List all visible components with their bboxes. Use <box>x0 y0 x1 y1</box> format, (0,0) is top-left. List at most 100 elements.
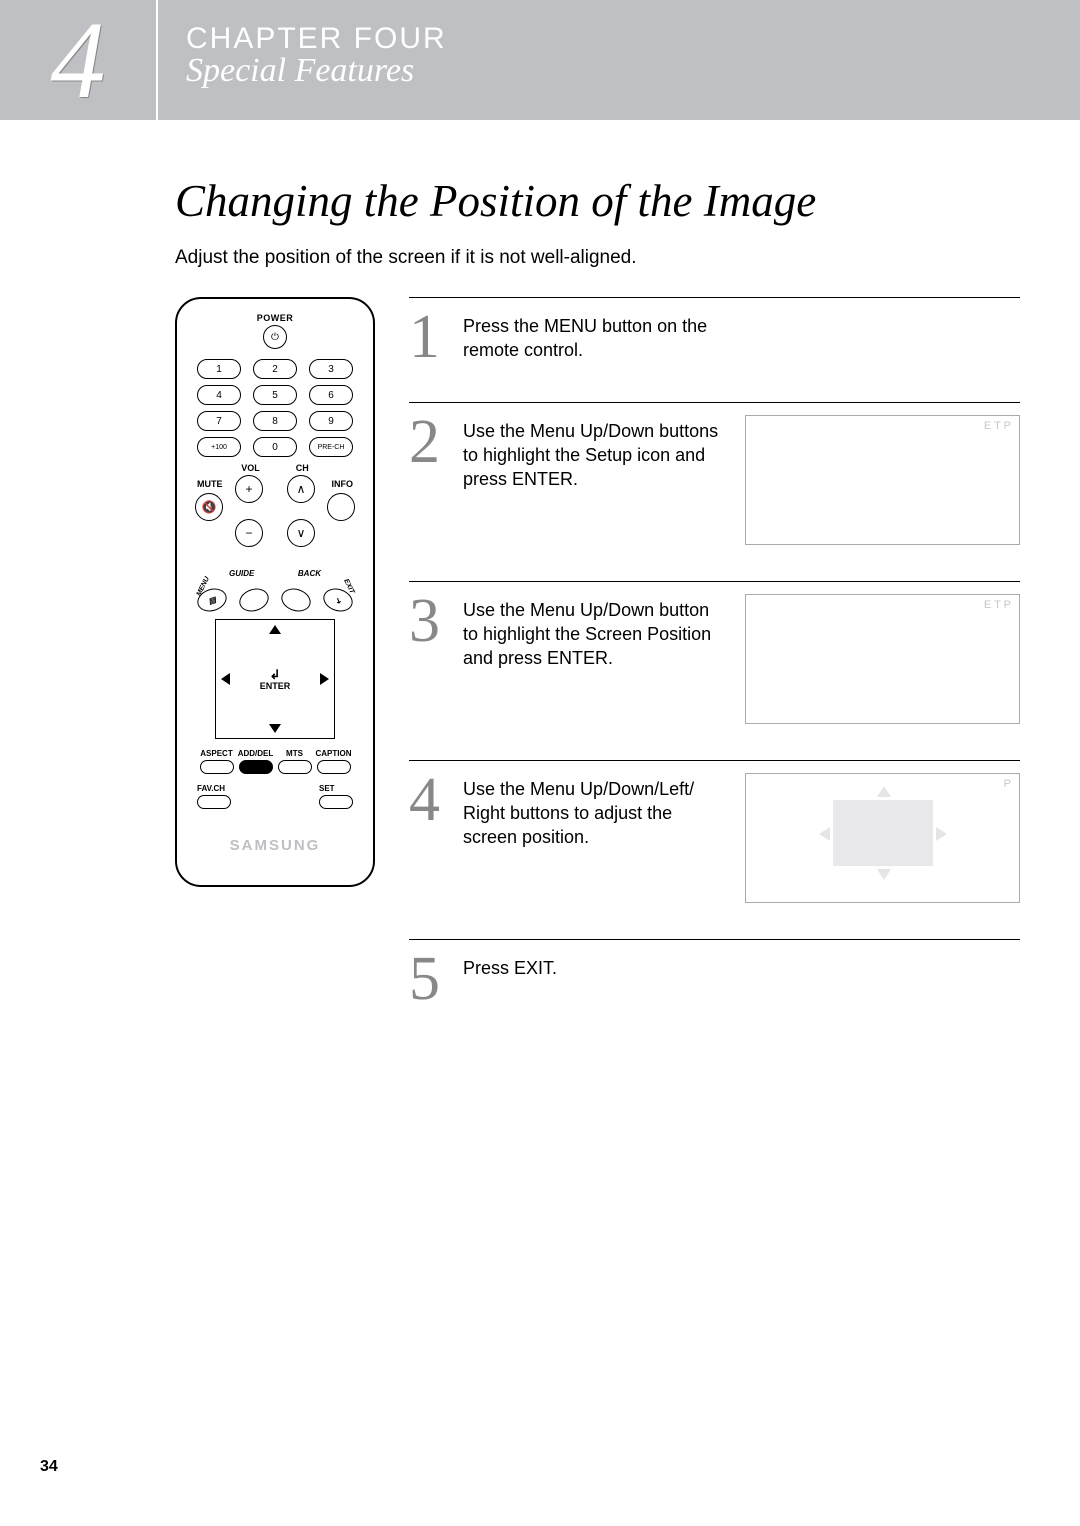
chapter-subtitle: Special Features <box>186 52 447 90</box>
dpad: ↲ ENTER <box>215 619 335 739</box>
step-number: 3 <box>409 594 449 724</box>
chapter-label: CHAPTER FOUR <box>186 22 447 56</box>
favch-set-row: FAV.CH SET <box>195 784 355 809</box>
screen-header: E T P <box>746 416 1019 436</box>
caption-col: CAPTION <box>314 749 353 774</box>
ch-up-button[interactable]: ∧ <box>287 475 315 503</box>
mute-label: MUTE <box>197 479 223 489</box>
numpad: 1 2 3 4 5 6 7 8 9 +100 0 PRE-CH <box>195 359 355 457</box>
aspect-button[interactable] <box>200 760 234 774</box>
step-5: 5 Press EXIT. <box>409 939 1020 1044</box>
favch-col: FAV.CH <box>197 784 231 809</box>
screen-preview-setup: E T P <box>745 415 1020 545</box>
enter-label: ENTER <box>260 681 291 691</box>
ch-down-button[interactable]: ∨ <box>287 519 315 547</box>
numpad-5[interactable]: 5 <box>253 385 297 405</box>
step-number: 5 <box>409 952 449 1008</box>
step-text: Use the Menu Up/Down button to highlight… <box>463 594 723 724</box>
numpad-6[interactable]: 6 <box>309 385 353 405</box>
favch-button[interactable] <box>197 795 231 809</box>
info-label: INFO <box>332 479 354 489</box>
main-layout: POWER ⏻ 1 2 3 4 5 6 7 8 9 +100 0 PRE-CH <box>175 297 1020 1044</box>
step-text: Press the MENU button on the remote cont… <box>463 310 723 366</box>
numpad-plus100[interactable]: +100 <box>197 437 241 457</box>
chapter-number-box: 4 <box>0 0 158 120</box>
step-3: 3 Use the Menu Up/Down button to highlig… <box>409 581 1020 760</box>
numpad-2[interactable]: 2 <box>253 359 297 379</box>
power-button[interactable]: ⏻ <box>263 325 287 349</box>
numpad-7[interactable]: 7 <box>197 411 241 431</box>
adddel-button[interactable] <box>239 760 273 774</box>
screen-header: E T P <box>746 595 1019 615</box>
pos-arrow-right-icon <box>936 827 947 841</box>
numpad-0[interactable]: 0 <box>253 437 297 457</box>
enter-icon: ↲ <box>270 668 281 681</box>
vol-label: VOL <box>241 463 260 473</box>
numpad-3[interactable]: 3 <box>309 359 353 379</box>
numpad-4[interactable]: 4 <box>197 385 241 405</box>
vol-up-button[interactable]: + <box>235 475 263 503</box>
dpad-left[interactable] <box>221 673 230 685</box>
option-row: ASPECT ADD/DEL MTS CAPTION <box>195 749 355 774</box>
screen-preview-setup: E T P <box>745 594 1020 724</box>
menu-button[interactable]: ▤ <box>194 585 229 615</box>
page-title: Changing the Position of the Image <box>175 175 1020 227</box>
intro-text: Adjust the position of the screen if it … <box>175 247 1020 269</box>
numpad-8[interactable]: 8 <box>253 411 297 431</box>
step-number: 4 <box>409 773 449 903</box>
dpad-down[interactable] <box>269 724 281 733</box>
caption-label: CAPTION <box>316 749 352 758</box>
power-label: POWER <box>195 313 355 323</box>
numpad-9[interactable]: 9 <box>309 411 353 431</box>
position-box <box>833 800 933 866</box>
caption-button[interactable] <box>317 760 351 774</box>
page-content: Changing the Position of the Image Adjus… <box>175 175 1020 1044</box>
mid-cluster: MUTE INFO 🔇 + − ∧ ∨ <box>195 475 355 565</box>
step-4: 4 Use the Menu Up/Down/Left/ Right butto… <box>409 760 1020 939</box>
set-col: SET <box>319 784 353 809</box>
pos-arrow-up-icon <box>877 786 891 797</box>
mts-col: MTS <box>275 749 314 774</box>
brand-label: SAMSUNG <box>195 837 355 854</box>
dpad-up[interactable] <box>269 625 281 634</box>
adddel-label: ADD/DEL <box>238 749 274 758</box>
mts-button[interactable] <box>278 760 312 774</box>
mts-label: MTS <box>286 749 303 758</box>
guide-label: GUIDE <box>229 569 254 578</box>
aspect-col: ASPECT <box>197 749 236 774</box>
step-2: 2 Use the Menu Up/Down buttons to highli… <box>409 402 1020 581</box>
ch-label: CH <box>296 463 309 473</box>
chapter-title-box: CHAPTER FOUR Special Features <box>158 0 447 120</box>
power-icon: ⏻ <box>271 332 279 343</box>
mute-icon: 🔇 <box>202 500 217 514</box>
numpad-prech[interactable]: PRE-CH <box>309 437 353 457</box>
step-text: Press EXIT. <box>463 952 723 1008</box>
info-button[interactable] <box>327 493 355 521</box>
vol-down-button[interactable]: − <box>235 519 263 547</box>
chapter-header: 4 CHAPTER FOUR Special Features <box>0 0 1080 120</box>
numpad-1[interactable]: 1 <box>197 359 241 379</box>
step-number: 2 <box>409 415 449 545</box>
enter-button[interactable]: ↲ ENTER <box>255 659 295 699</box>
pos-arrow-down-icon <box>877 869 891 880</box>
chapter-number: 4 <box>51 5 106 115</box>
step-number: 1 <box>409 310 449 366</box>
guide-back-row: GUIDE BACK MENU EXIT ▤ ↘ <box>195 569 355 611</box>
vol-ch-labels: VOL CH <box>195 463 355 473</box>
screen-preview-position: P <box>745 773 1020 903</box>
step-text: Use the Menu Up/Down/Left/ Right buttons… <box>463 773 723 903</box>
guide-button[interactable] <box>236 585 271 615</box>
set-button[interactable] <box>319 795 353 809</box>
set-label: SET <box>319 784 335 793</box>
mute-button[interactable]: 🔇 <box>195 493 223 521</box>
adddel-col: ADD/DEL <box>236 749 275 774</box>
remote-illustration: POWER ⏻ 1 2 3 4 5 6 7 8 9 +100 0 PRE-CH <box>175 297 385 1044</box>
exit-button[interactable]: ↘ <box>320 585 355 615</box>
back-label: BACK <box>298 569 321 578</box>
step-1: 1 Press the MENU button on the remote co… <box>409 297 1020 402</box>
steps-column: 1 Press the MENU button on the remote co… <box>409 297 1020 1044</box>
dpad-right[interactable] <box>320 673 329 685</box>
back-button[interactable] <box>278 585 313 615</box>
page-number: 34 <box>40 1458 58 1476</box>
step-text: Use the Menu Up/Down buttons to highligh… <box>463 415 723 545</box>
